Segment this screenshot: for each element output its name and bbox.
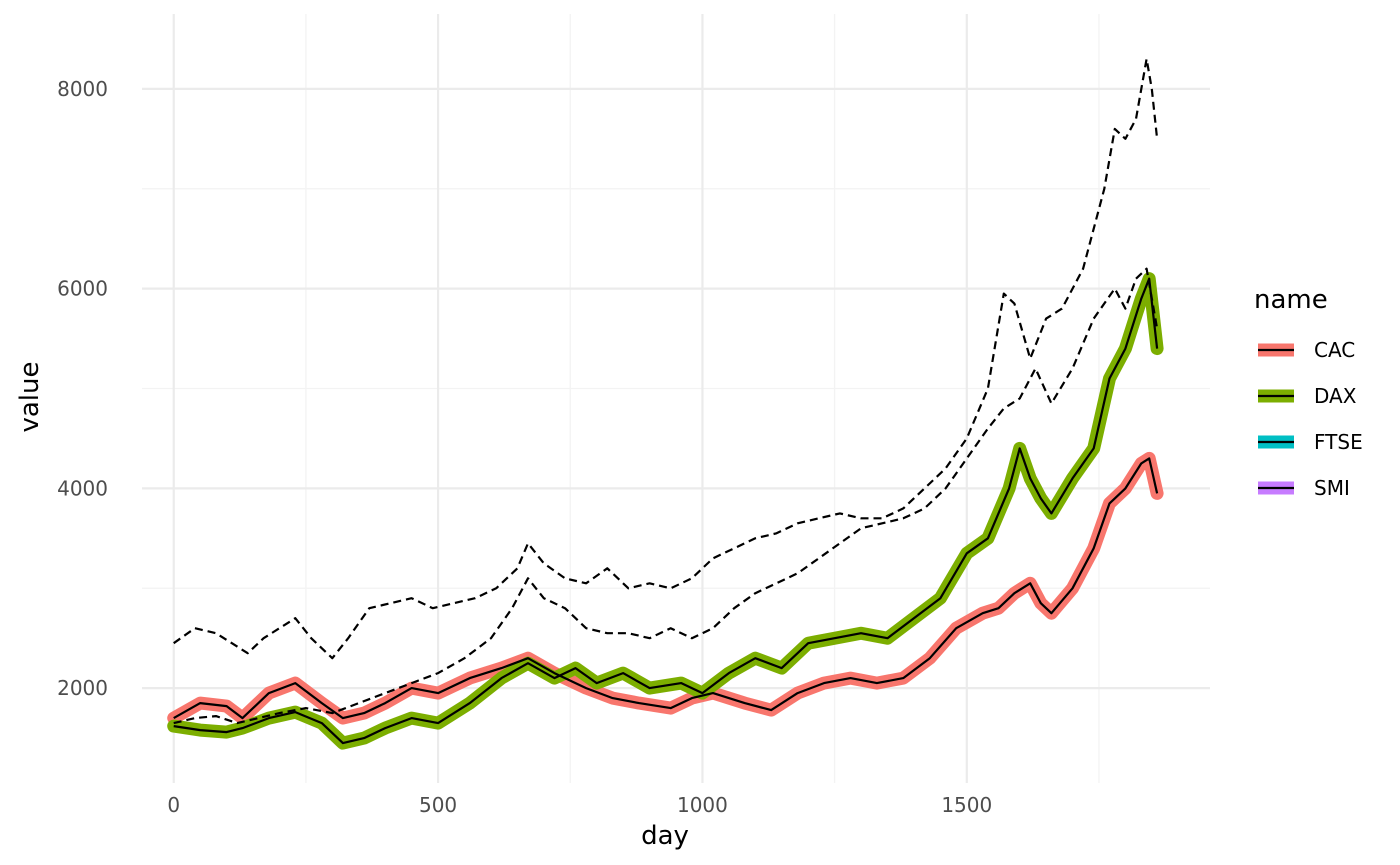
y-tick-label: 8000 — [57, 77, 108, 101]
axis-tick-labels: 0 500 1000 1500 2000 4000 6000 8000 — [57, 77, 992, 817]
x-tick-label: 1000 — [677, 793, 728, 817]
series-dax-line — [173, 277, 1159, 745]
dashed-series-1 — [173, 57, 1159, 660]
x-tick-label: 500 — [419, 793, 457, 817]
y-axis-title: value — [15, 361, 45, 432]
dashed-series-layer — [173, 57, 1159, 725]
x-tick-label: 1500 — [941, 793, 992, 817]
legend-item-cac: CAC — [1258, 338, 1355, 362]
legend-label: CAC — [1314, 338, 1355, 362]
y-tick-label: 2000 — [57, 676, 108, 700]
legend-item-ftse: FTSE — [1258, 430, 1363, 454]
legend-item-dax: DAX — [1258, 384, 1357, 408]
series-dax-highlight — [167, 272, 1164, 750]
legend: name CAC DAX FTSE SMI — [1254, 285, 1363, 500]
legend-label: DAX — [1314, 384, 1357, 408]
y-tick-label: 6000 — [57, 277, 108, 301]
x-tick-label: 0 — [167, 793, 180, 817]
legend-item-smi: SMI — [1258, 476, 1350, 500]
highlighted-series-layer — [167, 272, 1164, 750]
legend-title: name — [1254, 285, 1328, 315]
legend-label: FTSE — [1314, 430, 1363, 454]
x-axis-title: day — [641, 821, 689, 851]
y-tick-label: 4000 — [57, 476, 108, 500]
minor-gridlines — [142, 14, 1210, 783]
series-cac-line — [173, 457, 1159, 720]
legend-label: SMI — [1314, 476, 1350, 500]
series-line-layer — [173, 277, 1159, 745]
